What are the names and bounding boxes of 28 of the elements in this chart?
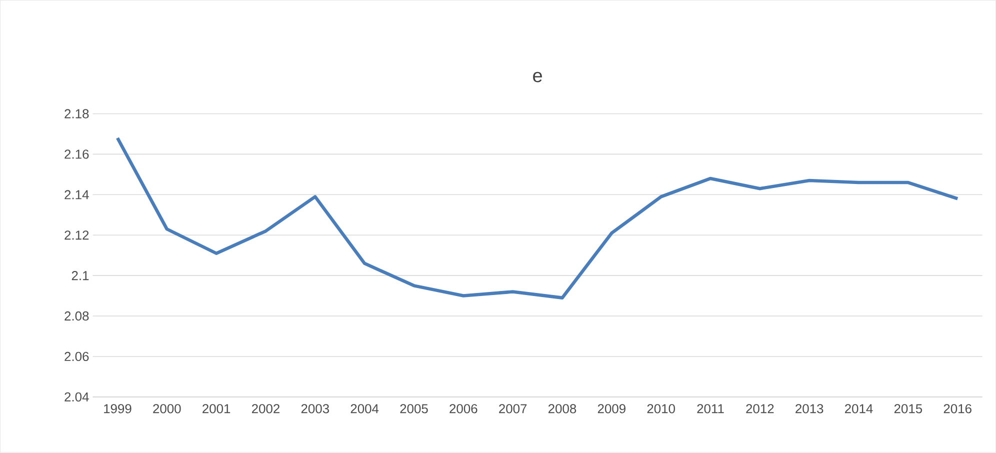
chart-title: e	[533, 72, 542, 82]
x-tick-label: 2010	[647, 404, 675, 414]
x-tick-label: 2002	[252, 404, 280, 414]
x-tick-label: 2008	[548, 404, 576, 414]
x-tick-label: 2004	[350, 404, 379, 414]
y-tick-label: 2.18	[64, 109, 89, 119]
y-tick-label: 2.1	[72, 271, 89, 280]
y-tick-label: 2.06	[64, 352, 89, 362]
x-tick-label: 2006	[450, 404, 478, 414]
y-tick-label: 2.04	[64, 392, 89, 402]
x-tick-label: 2013	[796, 404, 824, 414]
y-tick-label: 2.12	[64, 230, 89, 240]
x-tick-label: 2015	[894, 404, 922, 414]
x-tick-label: 2016	[944, 404, 972, 414]
line-series	[116, 136, 960, 300]
x-tick-label: 2011	[697, 404, 724, 414]
x-tick-label: 2014	[844, 404, 873, 414]
x-tick-label: 1999	[104, 404, 132, 414]
x-tick-label: 2001	[202, 404, 230, 414]
y-tick-label: 2.16	[64, 150, 89, 159]
x-tick-label: 2012	[746, 404, 774, 414]
y-tick-label: 2.14	[64, 190, 89, 200]
y-tick-label: 2.08	[64, 312, 89, 321]
x-tick-label: 2009	[598, 404, 626, 414]
x-tick-label: 2003	[301, 404, 329, 414]
x-tick-label: 2007	[499, 404, 527, 414]
x-tick-label: 2005	[400, 404, 428, 414]
x-tick-label: 2000	[153, 404, 181, 414]
